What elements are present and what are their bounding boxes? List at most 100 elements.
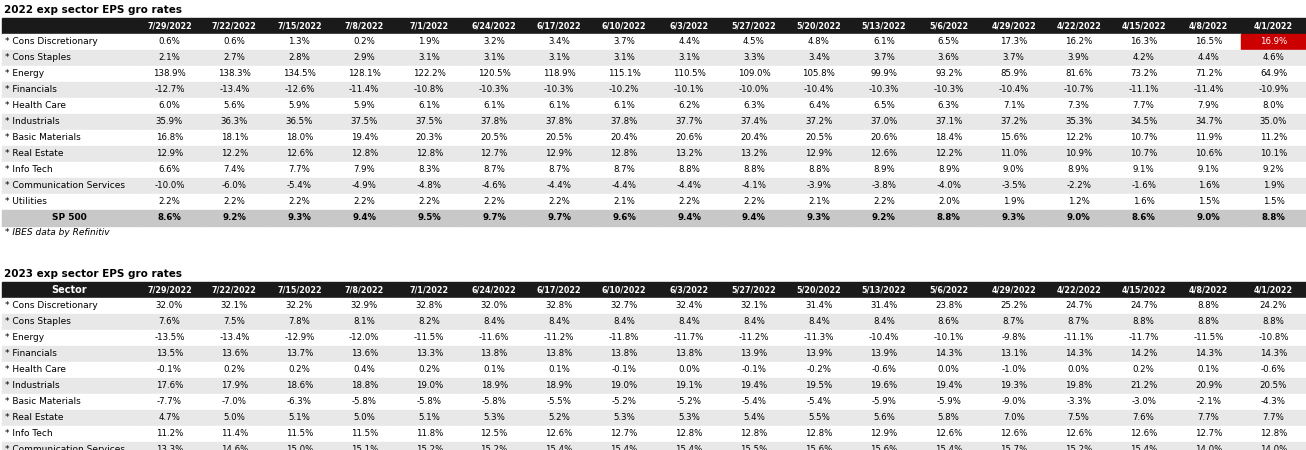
Bar xyxy=(266,194,332,210)
Bar xyxy=(852,114,917,130)
Text: 12.6%: 12.6% xyxy=(1130,429,1157,438)
Text: 15.6%: 15.6% xyxy=(1000,134,1028,143)
Bar xyxy=(786,66,852,82)
Bar xyxy=(332,298,397,314)
Bar xyxy=(332,194,397,210)
Text: 105.8%: 105.8% xyxy=(802,69,836,78)
Text: 15.4%: 15.4% xyxy=(935,446,963,450)
Bar xyxy=(397,34,462,50)
Bar xyxy=(332,210,397,226)
Text: 18.1%: 18.1% xyxy=(221,134,248,143)
Bar xyxy=(786,426,852,442)
Text: 34.5%: 34.5% xyxy=(1130,117,1157,126)
Bar xyxy=(1046,362,1111,378)
Text: -4.8%: -4.8% xyxy=(417,181,441,190)
Bar xyxy=(137,146,202,162)
Text: 2.2%: 2.2% xyxy=(289,198,311,207)
Text: SP 500: SP 500 xyxy=(52,213,88,222)
Bar xyxy=(1177,178,1241,194)
Text: 6.6%: 6.6% xyxy=(158,166,180,175)
Text: 17.3%: 17.3% xyxy=(1000,37,1028,46)
Bar xyxy=(852,162,917,178)
Text: 13.8%: 13.8% xyxy=(675,350,703,359)
Bar xyxy=(981,50,1046,66)
Bar xyxy=(852,442,917,450)
Text: 8.8%: 8.8% xyxy=(1198,318,1220,327)
Bar xyxy=(1177,410,1241,426)
Text: 16.9%: 16.9% xyxy=(1260,37,1288,46)
Text: 5.1%: 5.1% xyxy=(289,414,311,423)
Text: -11.1%: -11.1% xyxy=(1128,86,1158,94)
Text: 37.5%: 37.5% xyxy=(350,117,377,126)
Text: 1.9%: 1.9% xyxy=(418,37,440,46)
Text: 12.8%: 12.8% xyxy=(415,149,443,158)
Bar xyxy=(1241,50,1306,66)
Bar xyxy=(721,34,786,50)
Bar xyxy=(917,362,981,378)
Text: 0.2%: 0.2% xyxy=(418,365,440,374)
Bar xyxy=(592,346,657,362)
Text: 9.3%: 9.3% xyxy=(1002,213,1025,222)
Bar xyxy=(786,346,852,362)
Bar xyxy=(721,66,786,82)
Bar xyxy=(1241,282,1306,298)
Text: -10.1%: -10.1% xyxy=(674,86,704,94)
Bar xyxy=(332,114,397,130)
Bar xyxy=(462,146,526,162)
Text: 6/3/2022: 6/3/2022 xyxy=(670,22,709,31)
Text: -4.4%: -4.4% xyxy=(677,181,701,190)
Bar xyxy=(1177,146,1241,162)
Bar xyxy=(786,410,852,426)
Text: 20.4%: 20.4% xyxy=(741,134,768,143)
Bar xyxy=(202,442,266,450)
Bar xyxy=(266,346,332,362)
Text: 73.2%: 73.2% xyxy=(1130,69,1157,78)
Text: 6.1%: 6.1% xyxy=(872,37,895,46)
Text: * Energy: * Energy xyxy=(5,333,44,342)
Text: 0.2%: 0.2% xyxy=(289,365,311,374)
Text: -10.3%: -10.3% xyxy=(479,86,509,94)
Bar xyxy=(202,210,266,226)
Bar xyxy=(526,66,592,82)
Text: 11.2%: 11.2% xyxy=(1260,134,1288,143)
Text: 10.1%: 10.1% xyxy=(1260,149,1288,158)
Text: 19.3%: 19.3% xyxy=(1000,382,1028,391)
Text: -10.7%: -10.7% xyxy=(1063,86,1094,94)
Text: -5.5%: -5.5% xyxy=(547,397,572,406)
Bar xyxy=(462,82,526,98)
Text: -11.5%: -11.5% xyxy=(1194,333,1224,342)
Text: 24.7%: 24.7% xyxy=(1130,302,1157,310)
Bar xyxy=(526,314,592,330)
Text: 37.5%: 37.5% xyxy=(415,117,443,126)
Text: 19.0%: 19.0% xyxy=(610,382,637,391)
Bar xyxy=(721,82,786,98)
Bar xyxy=(1177,66,1241,82)
Text: 15.4%: 15.4% xyxy=(610,446,637,450)
Bar xyxy=(917,282,981,298)
Text: 13.1%: 13.1% xyxy=(1000,350,1028,359)
Bar xyxy=(266,130,332,146)
Bar xyxy=(852,98,917,114)
Bar xyxy=(1111,410,1177,426)
Text: -1.6%: -1.6% xyxy=(1131,181,1156,190)
Text: -5.8%: -5.8% xyxy=(351,397,377,406)
Bar xyxy=(786,194,852,210)
Bar xyxy=(1046,82,1111,98)
Text: -4.4%: -4.4% xyxy=(611,181,636,190)
Text: 9.0%: 9.0% xyxy=(1067,213,1091,222)
Text: 1.3%: 1.3% xyxy=(289,37,311,46)
Text: 13.8%: 13.8% xyxy=(546,350,573,359)
Bar xyxy=(526,426,592,442)
Text: 16.8%: 16.8% xyxy=(155,134,183,143)
Bar xyxy=(202,178,266,194)
Bar xyxy=(332,82,397,98)
Bar xyxy=(1177,330,1241,346)
Bar xyxy=(786,442,852,450)
Text: 12.7%: 12.7% xyxy=(610,429,637,438)
Text: 13.3%: 13.3% xyxy=(155,446,183,450)
Bar xyxy=(266,50,332,66)
Text: 2.1%: 2.1% xyxy=(808,198,829,207)
Bar xyxy=(592,162,657,178)
Bar xyxy=(1241,18,1306,34)
Text: 8.8%: 8.8% xyxy=(936,213,961,222)
